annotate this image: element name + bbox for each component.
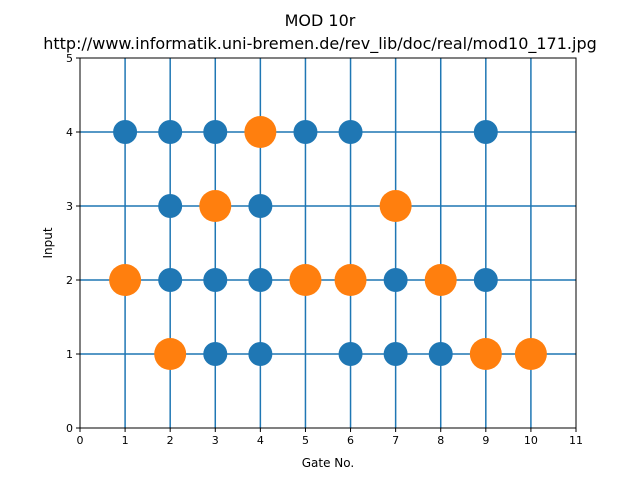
x-tick-label: 2 bbox=[167, 434, 174, 447]
data-point bbox=[473, 120, 498, 144]
x-tick-label: 4 bbox=[257, 434, 264, 447]
plot-frame bbox=[79, 57, 577, 429]
data-point bbox=[428, 342, 453, 366]
y-axis-label: Input bbox=[41, 227, 55, 258]
y-tick-label: 4 bbox=[66, 126, 73, 139]
data-point bbox=[199, 190, 232, 222]
data-point bbox=[338, 120, 363, 144]
data-point bbox=[154, 338, 187, 370]
x-tick-label: 7 bbox=[392, 434, 399, 447]
x-tick-label: 1 bbox=[122, 434, 129, 447]
y-tick-label: 0 bbox=[66, 422, 73, 435]
x-tick-label: 6 bbox=[347, 434, 354, 447]
grid-lines bbox=[80, 58, 576, 428]
y-tick-label: 2 bbox=[66, 274, 73, 287]
data-point bbox=[383, 268, 408, 292]
x-tick-label: 3 bbox=[212, 434, 219, 447]
data-point bbox=[158, 194, 183, 218]
data-point bbox=[424, 264, 457, 296]
data-point bbox=[158, 120, 183, 144]
data-point bbox=[203, 120, 228, 144]
y-tick-label: 3 bbox=[66, 200, 73, 213]
y-tick-label: 5 bbox=[66, 52, 73, 65]
x-tick-label: 9 bbox=[482, 434, 489, 447]
data-point bbox=[158, 268, 183, 292]
data-point bbox=[293, 120, 318, 144]
data-point bbox=[203, 342, 228, 366]
data-point bbox=[289, 264, 322, 296]
data-point bbox=[113, 120, 138, 144]
data-point bbox=[338, 342, 363, 366]
data-point bbox=[248, 268, 273, 292]
x-tick-label: 5 bbox=[302, 434, 309, 447]
data-markers bbox=[109, 116, 547, 370]
data-point bbox=[334, 264, 367, 296]
data-point bbox=[514, 338, 547, 370]
x-tick-label: 10 bbox=[524, 434, 538, 447]
x-tick-label: 8 bbox=[437, 434, 444, 447]
data-point bbox=[248, 194, 273, 218]
data-point bbox=[244, 116, 277, 148]
data-point bbox=[383, 342, 408, 366]
data-point bbox=[473, 268, 498, 292]
chart-subtitle-url: http://www.informatik.uni-bremen.de/rev_… bbox=[43, 34, 597, 53]
data-point bbox=[469, 338, 502, 370]
y-tick-label: 1 bbox=[66, 348, 73, 361]
data-point bbox=[203, 268, 228, 292]
data-point bbox=[109, 264, 142, 296]
data-point bbox=[379, 190, 412, 222]
x-tick-label: 11 bbox=[569, 434, 583, 447]
x-tick-label: 0 bbox=[77, 434, 84, 447]
data-point bbox=[248, 342, 273, 366]
chart-title: MOD 10r bbox=[284, 11, 356, 30]
x-axis-label: Gate No. bbox=[302, 456, 354, 470]
axis-ticks: 0 1 2 3 4 5 6 7 8 9 10 11 0 1 2 3 4 5 bbox=[66, 52, 583, 447]
